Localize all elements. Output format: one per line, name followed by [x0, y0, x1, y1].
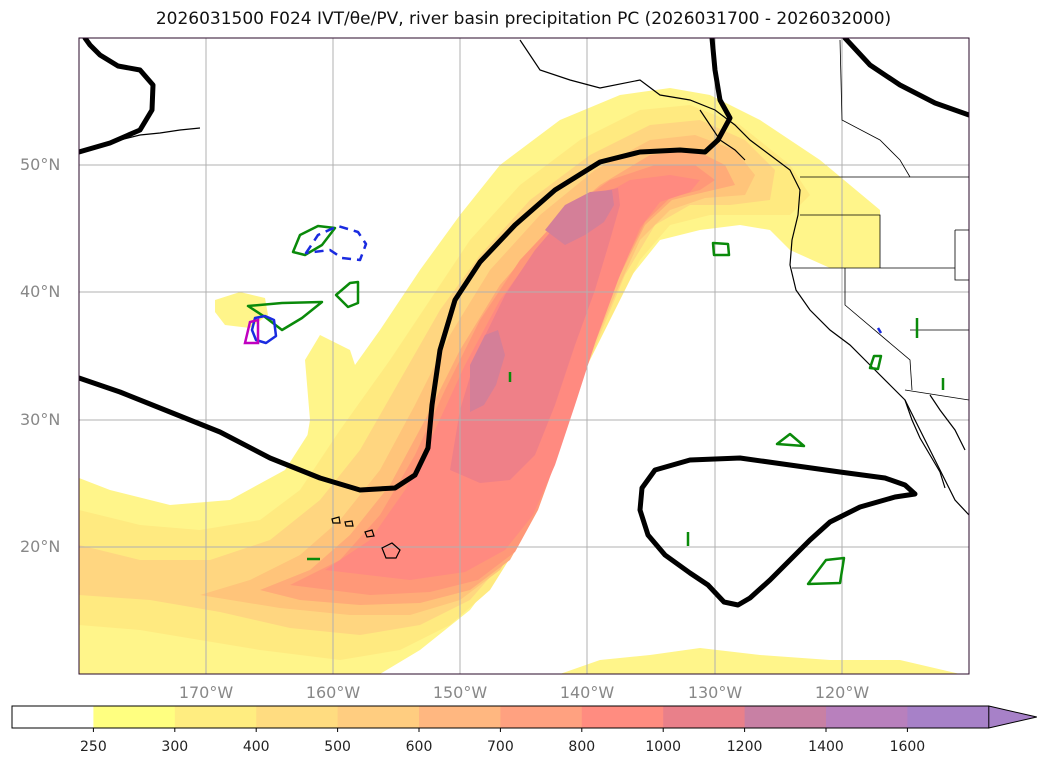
coast-north-america — [519, 39, 969, 516]
blue-contour-dashed — [304, 224, 368, 262]
colorbar-segment-11 — [907, 706, 990, 728]
ivt-250-lower — [560, 648, 960, 674]
theta-contour-northeast — [842, 38, 969, 118]
hawaii-big-island — [381, 542, 401, 559]
colorbar-extend-arrow — [988, 705, 1037, 729]
colorbar-segment-9 — [744, 706, 827, 728]
colorbar-label-400: 400 — [242, 739, 270, 755]
theta-contour-subtropical — [637, 455, 918, 608]
lon-label-140: 140°W — [559, 683, 615, 702]
map-title: 2026031500 F024 IVT/θe/PV, river basin p… — [155, 9, 892, 29]
border-wa-or — [800, 214, 881, 268]
coastlines — [119, 39, 969, 559]
blue-dot — [876, 327, 883, 334]
theta-contours — [79, 38, 969, 608]
colorbar-label-500: 500 — [324, 739, 351, 755]
colorbar-segment-4 — [337, 706, 420, 728]
colorbar-label-250: 250 — [80, 739, 107, 755]
map-frame — [78, 37, 970, 675]
colorbar-label-1400: 1400 — [808, 739, 844, 755]
colorbar-segment-10 — [826, 706, 908, 728]
theta-contour-main — [79, 38, 733, 493]
lat-label-20: 20°N — [20, 537, 61, 556]
colorbar-segment-1 — [93, 706, 176, 728]
magenta-contour — [243, 318, 260, 345]
colorbar-label-700: 700 — [487, 739, 514, 755]
colorbar-label-600: 600 — [405, 739, 433, 755]
border-us-mexico — [904, 389, 969, 401]
lon-label-170: 170°W — [178, 683, 234, 702]
green-contours — [246, 224, 945, 586]
lat-label-50: 50°N — [20, 155, 61, 174]
colorbar-segment-2 — [174, 706, 257, 728]
lon-label-150: 150°W — [432, 683, 488, 702]
border-idaho — [954, 229, 969, 281]
lon-label-120: 120°W — [814, 683, 870, 702]
coast-gulf — [929, 394, 966, 451]
colorbar-label-1600: 1600 — [889, 739, 926, 755]
border-bc — [839, 39, 911, 178]
ivt-1200-north — [545, 190, 614, 245]
green-contour-5 — [775, 432, 806, 448]
hawaii-oahu — [344, 520, 354, 527]
colorbar-label-1000: 1000 — [645, 739, 682, 755]
theta-contour-northwest — [79, 38, 156, 155]
lon-label-160: 160°W — [305, 683, 361, 702]
coast-baja — [904, 399, 946, 489]
green-contour-2 — [334, 280, 360, 309]
ivt-1200-area — [470, 330, 505, 412]
lat-label-30: 30°N — [20, 410, 61, 429]
border-ca-nv — [844, 268, 913, 391]
colorbar-label-300: 300 — [161, 739, 189, 755]
lon-label-130: 130°W — [687, 683, 743, 702]
political-borders — [792, 39, 969, 401]
colorbar — [11, 705, 1037, 732]
green-contour-7 — [868, 354, 883, 371]
coast-alaska-islands — [119, 127, 201, 141]
lat-label-40: 40°N — [20, 282, 61, 301]
colorbar-segment-0 — [12, 706, 94, 728]
hawaii-kauai — [331, 516, 341, 524]
hawaii-maui — [364, 529, 375, 538]
colorbar-segment-8 — [663, 706, 746, 728]
colorbar-segment-7 — [581, 706, 664, 728]
green-contour-1 — [291, 224, 337, 257]
colorbar-segment-6 — [500, 706, 583, 728]
ivt-1000-area — [450, 188, 620, 483]
colorbar-label-1200: 1200 — [726, 739, 763, 755]
colorbar-segment-3 — [256, 706, 339, 728]
ivt-250-plume — [300, 335, 360, 480]
green-contour-6 — [806, 556, 846, 586]
green-contour-4 — [711, 241, 731, 257]
colorbar-segment-5 — [419, 706, 501, 728]
colorbar-label-800: 800 — [568, 739, 596, 755]
